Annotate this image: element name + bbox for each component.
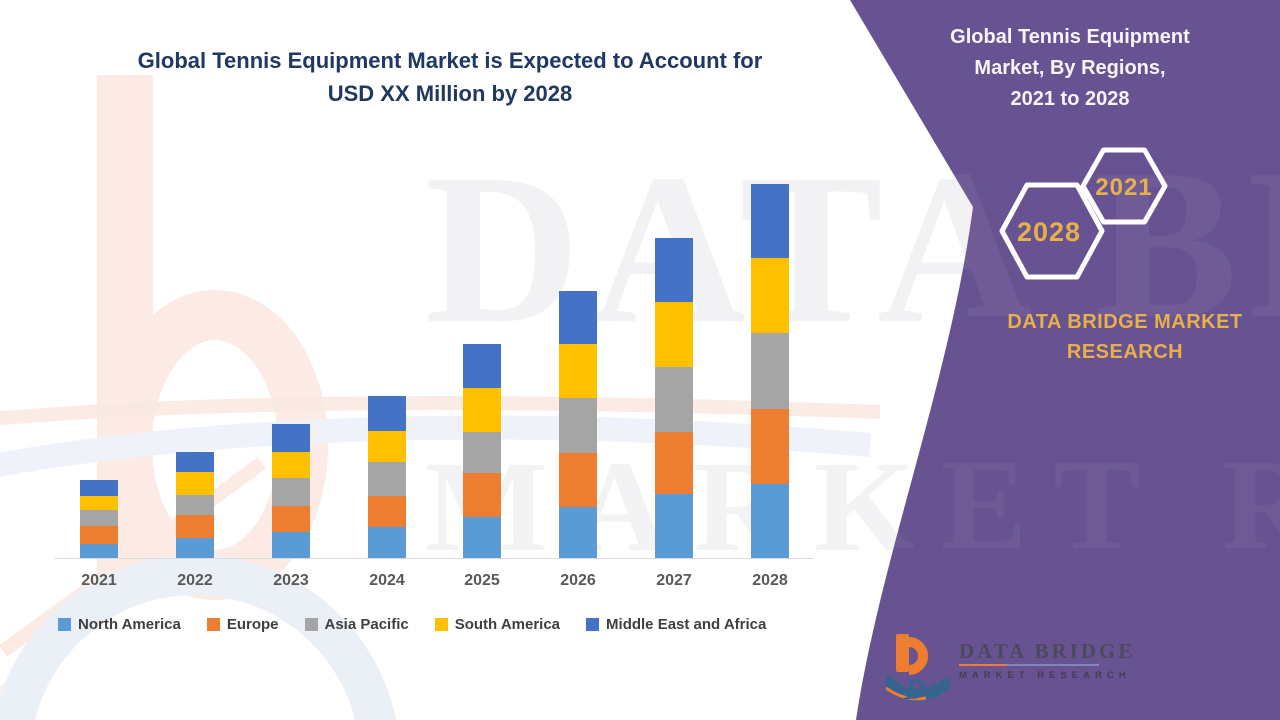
x-axis-label: 2022 [177,572,213,589]
bar-segment-asia-pacific [368,462,406,496]
svg-text:Ð: Ð [903,673,926,706]
bar-segment-europe [463,473,501,517]
bar-segment-europe [559,453,597,507]
legend-label: Asia Pacific [324,616,409,633]
bar-segment-asia-pacific [272,478,310,506]
hexagon-year-front: 2028 [1017,217,1081,247]
logo-underline [959,664,1099,666]
panel-brand-name: DATA BRIDGE MARKET RESEARCH [1007,311,1243,363]
legend-swatch [434,618,448,631]
panel-heading: Global Tennis Equipment Market, By Regio… [950,26,1190,110]
bar-segment-south-america [80,496,118,510]
hexagon-2021 [1080,147,1168,225]
legend-swatch [206,618,220,631]
legend-swatch [58,618,71,631]
legend-label: North America [78,616,181,633]
bar-segment-south-america [368,431,406,462]
bar-segment-asia-pacific [559,398,597,453]
hexagon-year-back: 2021 [1095,174,1152,201]
bar-segment-europe [368,496,406,527]
bar-segment-middle-east-and-africa [80,480,118,496]
bar-segment-middle-east-and-africa [463,344,501,388]
bar-segment-south-america [559,344,597,398]
legend-item: Europe [206,616,279,633]
bar-segment-asia-pacific [80,510,118,526]
bar-segment-asia-pacific [751,333,789,409]
stacked-bar-chart: 2021 2022 2023 2024 2025 2026 2027 2028 [55,184,813,589]
legend-label: South America [454,616,561,633]
legend-item: Middle East and Africa [586,616,766,633]
bar-segment-north-america [176,538,214,558]
bar-segment-europe [751,409,789,484]
hexagon-2028 [999,182,1105,280]
bar-segment-north-america [80,544,118,558]
bar-segment-south-america [176,472,214,495]
legend-item: North America [58,616,181,633]
bar-segment-north-america [272,532,310,558]
bar-segment-north-america [751,484,789,558]
bar-segment-south-america [272,452,310,478]
legend-item: South America [434,616,561,633]
x-axis-label: 2028 [752,572,788,589]
x-axis-label: 2026 [560,572,596,589]
bar-segment-asia-pacific [463,432,501,473]
bar-segment-middle-east-and-africa [368,396,406,431]
bar-segment-asia-pacific [176,495,214,515]
bar-segment-north-america [368,527,406,558]
bar-segment-europe [176,515,214,538]
bar-segment-middle-east-and-africa [655,238,693,302]
bar-segment-middle-east-and-africa [272,424,310,452]
logo-text-data-bridge: DATA BRIDGE [959,639,1136,663]
bar-segment-europe [655,432,693,494]
bar-segment-south-america [655,302,693,367]
x-axis-label: 2024 [369,572,405,589]
bar-segment-middle-east-and-africa [176,452,214,472]
bar-segment-south-america [463,388,501,432]
dbmr-logo-icon: Ð [886,634,950,706]
legend-label: Europe [226,616,279,633]
bar-segment-north-america [559,507,597,558]
x-axis-line [55,558,813,559]
bar-segment-south-america [751,258,789,333]
bar-segment-europe [80,526,118,544]
bar-segment-middle-east-and-africa [559,291,597,344]
chart-title: Global Tennis Equipment Market is Expect… [137,48,763,106]
bar-segment-asia-pacific [655,367,693,432]
legend-swatch [304,618,318,631]
x-axis-label: 2025 [464,572,500,589]
legend-item: Asia Pacific [304,616,409,633]
chart-legend: North America Europe Asia Pacific South Ame… [58,616,766,633]
bar-segment-north-america [655,494,693,558]
bar-segment-middle-east-and-africa [751,184,789,258]
logo-text-market-research: MARKET RESEARCH [959,670,1131,681]
x-axis-label: 2027 [656,572,692,589]
legend-swatch [586,618,600,631]
legend-label: Middle East and Africa [606,616,767,633]
purple-panel-shape [850,0,1280,720]
bar-segment-north-america [463,517,501,558]
x-axis-label: 2021 [81,572,117,589]
x-axis-label: 2023 [273,572,309,589]
dbmr-footer-logo: Ð DATA BRIDGE MARKET RESEARCH [886,632,1135,706]
bar-segment-europe [272,506,310,532]
